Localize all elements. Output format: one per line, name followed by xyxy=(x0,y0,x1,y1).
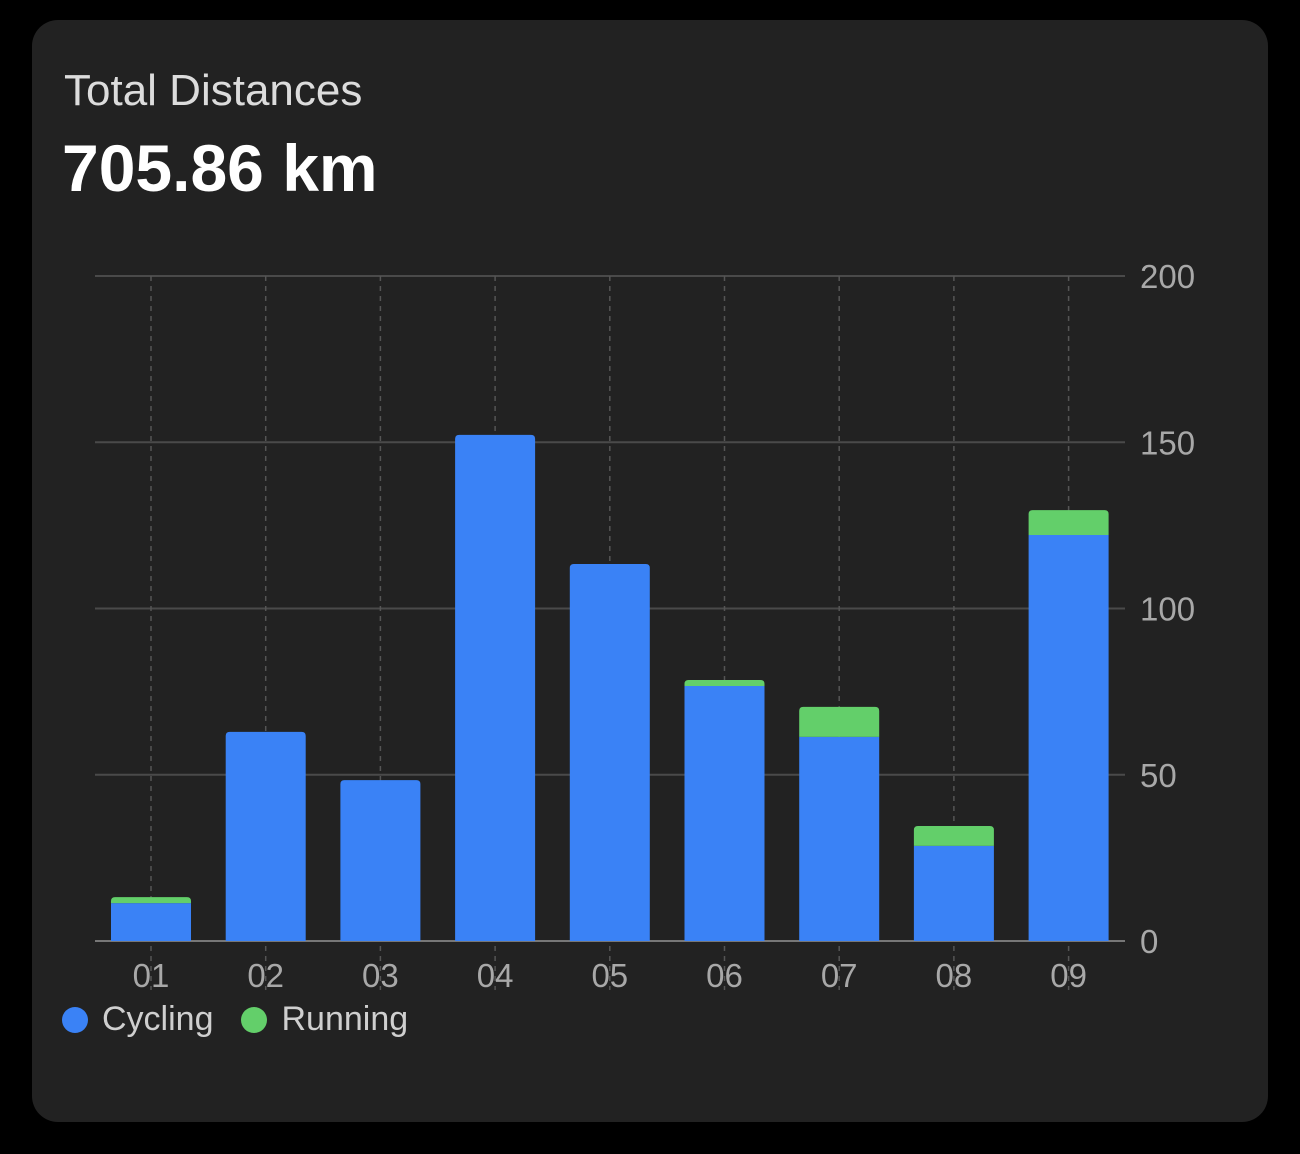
bar-cycling-01 xyxy=(111,903,191,941)
x-tick-label: 07 xyxy=(821,957,858,994)
x-tick-label: 01 xyxy=(133,957,170,994)
bar-cycling-07 xyxy=(799,736,880,941)
bar-cycling-04 xyxy=(455,434,536,941)
bar-running-07 xyxy=(799,706,880,737)
x-tick-label: 03 xyxy=(362,957,399,994)
bar-cycling-06 xyxy=(684,685,765,941)
bar-running-09 xyxy=(1028,510,1109,536)
x-tick-label: 09 xyxy=(1050,957,1087,994)
total-distance: 705.86 km xyxy=(62,131,378,205)
running-dot-icon xyxy=(241,1006,268,1033)
bar-cycling-05 xyxy=(569,563,650,941)
bar-running-01 xyxy=(111,897,191,904)
y-tick-label: 200 xyxy=(1140,258,1195,295)
x-tick-label: 04 xyxy=(477,957,514,994)
x-tick-label: 08 xyxy=(936,957,973,994)
bar-running-08 xyxy=(913,825,994,846)
cycling-dot-icon xyxy=(62,1006,88,1033)
bar-cycling-02 xyxy=(225,731,306,941)
chart-title: Total Distances xyxy=(64,66,363,115)
y-tick-label: 100 xyxy=(1140,591,1195,628)
legend-item-cycling: Cycling xyxy=(62,1000,213,1039)
y-tick-label: 50 xyxy=(1140,757,1177,794)
y-tick-label: 0 xyxy=(1140,923,1158,960)
x-tick-label: 05 xyxy=(591,957,628,994)
bar-running-06 xyxy=(684,679,765,686)
bar-cycling-08 xyxy=(913,845,994,941)
legend: Cycling Running xyxy=(62,1000,436,1039)
bar-cycling-03 xyxy=(340,780,421,941)
bar-cycling-09 xyxy=(1028,535,1109,941)
legend-label: Running xyxy=(281,1000,409,1038)
x-tick-label: 06 xyxy=(706,957,743,994)
legend-item-running: Running xyxy=(241,1000,408,1039)
y-tick-label: 150 xyxy=(1140,424,1195,461)
x-tick-label: 02 xyxy=(247,957,284,994)
legend-label: Cycling xyxy=(102,1000,214,1038)
